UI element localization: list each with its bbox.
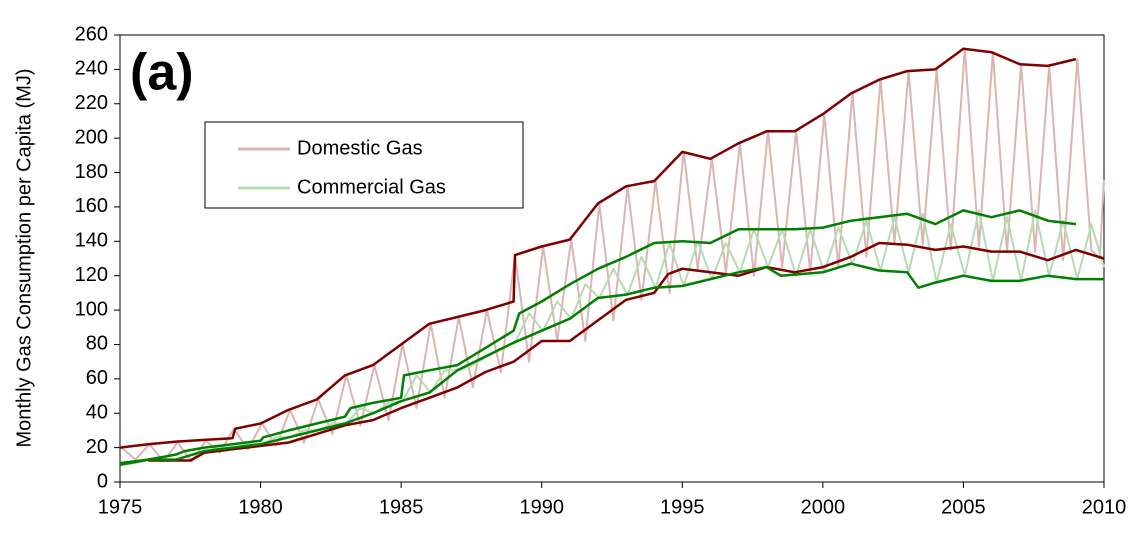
legend-box	[204, 121, 524, 209]
y-tick-label: 100	[75, 298, 108, 320]
x-tick-label: 2005	[941, 496, 986, 518]
x-tick-label: 2010	[1082, 496, 1127, 518]
x-tick-label: 1995	[660, 496, 705, 518]
y-tick-label: 160	[75, 195, 108, 217]
panel-label: (a)	[130, 44, 194, 102]
x-tick-label: 2000	[801, 496, 846, 518]
y-tick-label: 220	[75, 92, 108, 114]
y-tick-label: 200	[75, 126, 108, 148]
series-line	[119, 209, 1077, 465]
x-tick-label: 1990	[519, 496, 564, 518]
series-line	[119, 262, 1104, 467]
series-line	[119, 47, 1077, 449]
legend-label: Commercial Gas	[297, 176, 446, 198]
y-tick-label: 80	[86, 333, 108, 355]
y-tick-label: 60	[86, 367, 108, 389]
y-tick-label: 120	[75, 264, 108, 286]
x-tick-label: 1985	[379, 496, 424, 518]
y-tick-label: 0	[97, 470, 108, 492]
plot-frame	[119, 34, 1105, 483]
y-tick-label: 240	[75, 58, 108, 80]
series-line	[148, 241, 1105, 462]
y-tick-label: 180	[75, 161, 108, 183]
y-tick-label: 260	[75, 23, 108, 45]
y-tick-label: 140	[75, 230, 108, 252]
y-axis-label: Monthly Gas Consumption per Capita (MJ)	[13, 68, 35, 447]
x-tick-label: 1975	[98, 496, 143, 518]
y-tick-label: 20	[86, 436, 108, 458]
legend-label: Domestic Gas	[297, 137, 423, 159]
series-line	[120, 47, 1105, 463]
y-tick-label: 40	[86, 402, 108, 424]
x-tick-label: 1980	[238, 496, 283, 518]
